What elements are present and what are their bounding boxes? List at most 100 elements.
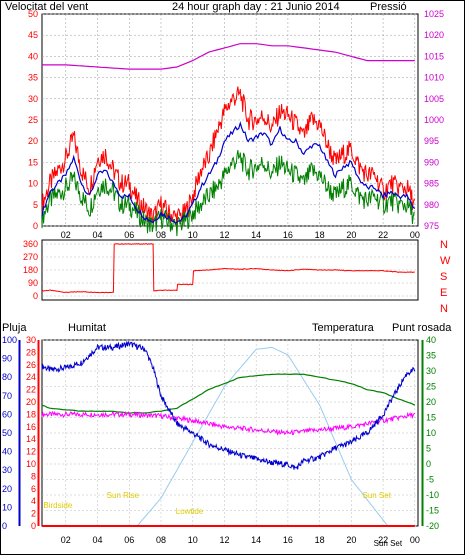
wind-speed-tick: 45 xyxy=(28,30,38,40)
humidity-tick: 100 xyxy=(2,335,17,345)
temperature-label: Temperatura xyxy=(312,322,375,334)
pressure-series xyxy=(42,43,415,70)
temperature-tick: 20 xyxy=(426,397,436,407)
wind-time-tick: 12 xyxy=(219,230,229,240)
climate-time-tick: 14 xyxy=(251,535,261,545)
compass-label: S xyxy=(440,271,447,283)
rain-tick: 8 xyxy=(31,471,36,481)
temperature-tick: 10 xyxy=(426,428,436,438)
temperature-tick: -5 xyxy=(426,475,434,485)
temperature-tick: -15 xyxy=(426,506,439,516)
rain-tick: 4 xyxy=(31,496,36,506)
pressure-tick: 1020 xyxy=(424,30,444,40)
solar-curve xyxy=(136,346,389,527)
climate-time-tick: 02 xyxy=(61,535,71,545)
direction-tick: 270 xyxy=(23,252,38,262)
compass-label: E xyxy=(440,287,447,299)
pressure-tick: 1005 xyxy=(424,94,444,104)
wind-speed-tick: 20 xyxy=(28,136,38,146)
wind-time-tick: 22 xyxy=(378,230,388,240)
climate-time-tick: 04 xyxy=(93,535,103,545)
temperature-tick: 25 xyxy=(426,382,436,392)
temperature-series xyxy=(41,373,416,414)
wind-time-tick: 02 xyxy=(61,230,71,240)
wind-speed-tick: 25 xyxy=(28,115,38,125)
climate-time-tick: 08 xyxy=(156,535,166,545)
pressure-label: Pressió xyxy=(370,1,407,13)
wind-time-tick: 20 xyxy=(346,230,356,240)
climate-time-tick: 22 xyxy=(378,535,388,545)
temperature-tick: 30 xyxy=(426,366,436,376)
humidity-tick: 10 xyxy=(2,502,12,512)
pressure-tick: 975 xyxy=(424,221,439,231)
direction-tick: 90 xyxy=(28,278,38,288)
sun-event-label: Sun Set xyxy=(374,539,403,548)
chart-layer: 0510152025303540455097598098599099510001… xyxy=(2,9,451,548)
humidity-tick: 70 xyxy=(2,391,12,401)
sun-event-label: Lowtide xyxy=(176,507,204,516)
wind-low-series xyxy=(41,150,416,237)
rain-tick: 18 xyxy=(26,409,36,419)
rain-tick: 20 xyxy=(26,397,36,407)
pressure-tick: 985 xyxy=(424,179,439,189)
wind-speed-tick: 35 xyxy=(28,73,38,83)
temperature-tick: 40 xyxy=(426,335,436,345)
rain-tick: 30 xyxy=(26,335,36,345)
wind-time-tick: 00 xyxy=(410,230,420,240)
direction-tick: 360 xyxy=(23,239,38,249)
rain-tick: 14 xyxy=(26,434,36,444)
rain-tick: 16 xyxy=(26,422,36,432)
wind-speed-label: Velocitat del vent xyxy=(5,1,88,13)
humidity-tick: 90 xyxy=(2,354,12,364)
direction-tick: 180 xyxy=(23,265,38,275)
temperature-tick: -10 xyxy=(426,490,439,500)
compass-label: W xyxy=(440,255,451,267)
climate-time-tick: 16 xyxy=(283,535,293,545)
wind-time-tick: 18 xyxy=(315,230,325,240)
humidity-tick: 50 xyxy=(2,428,12,438)
pressure-tick: 995 xyxy=(424,136,439,146)
sun-event-label: Sun Set xyxy=(363,491,392,500)
humidity-series xyxy=(41,340,416,470)
temperature-tick: 15 xyxy=(426,413,436,423)
wind-time-tick: 10 xyxy=(188,230,198,240)
rain-tick: 26 xyxy=(26,360,36,370)
rain-tick: 0 xyxy=(31,521,36,531)
compass-label: N xyxy=(440,239,448,251)
wind-direction-series xyxy=(41,243,415,294)
wind-speed-tick: 40 xyxy=(28,51,38,61)
humidity-label: Humitat xyxy=(68,322,106,334)
wind-speed-tick: 5 xyxy=(33,200,38,210)
temperature-tick: -20 xyxy=(426,521,439,531)
rain-tick: 28 xyxy=(26,347,36,357)
humidity-tick: 20 xyxy=(2,484,12,494)
rain-tick: 24 xyxy=(26,372,36,382)
rain-tick: 12 xyxy=(26,447,36,457)
humidity-tick: 30 xyxy=(2,465,12,475)
sun-event-label: Sun Rise xyxy=(107,491,140,500)
pressure-tick: 1000 xyxy=(424,115,444,125)
rain-tick: 2 xyxy=(31,509,36,519)
humidity-tick: 0 xyxy=(2,521,7,531)
wind-speed-tick: 30 xyxy=(28,94,38,104)
direction-tick: 0 xyxy=(33,291,38,301)
temperature-tick: 35 xyxy=(426,351,436,361)
dewpoint-series xyxy=(41,410,415,436)
rain-tick: 22 xyxy=(26,385,36,395)
humidity-tick: 80 xyxy=(2,372,12,382)
climate-time-tick: 18 xyxy=(315,535,325,545)
humidity-tick: 40 xyxy=(2,447,12,457)
rain-label: Pluja xyxy=(2,322,27,334)
climate-time-tick: 10 xyxy=(188,535,198,545)
wind-speed-tick: 10 xyxy=(28,179,38,189)
wind-speed-tick: 50 xyxy=(28,9,38,19)
temperature-tick: 0 xyxy=(426,459,431,469)
dewpoint-label: Punt rosada xyxy=(392,322,452,334)
wind-time-tick: 04 xyxy=(93,230,103,240)
pressure-tick: 980 xyxy=(424,200,439,210)
climate-time-tick: 12 xyxy=(219,535,229,545)
wind-time-tick: 08 xyxy=(156,230,166,240)
